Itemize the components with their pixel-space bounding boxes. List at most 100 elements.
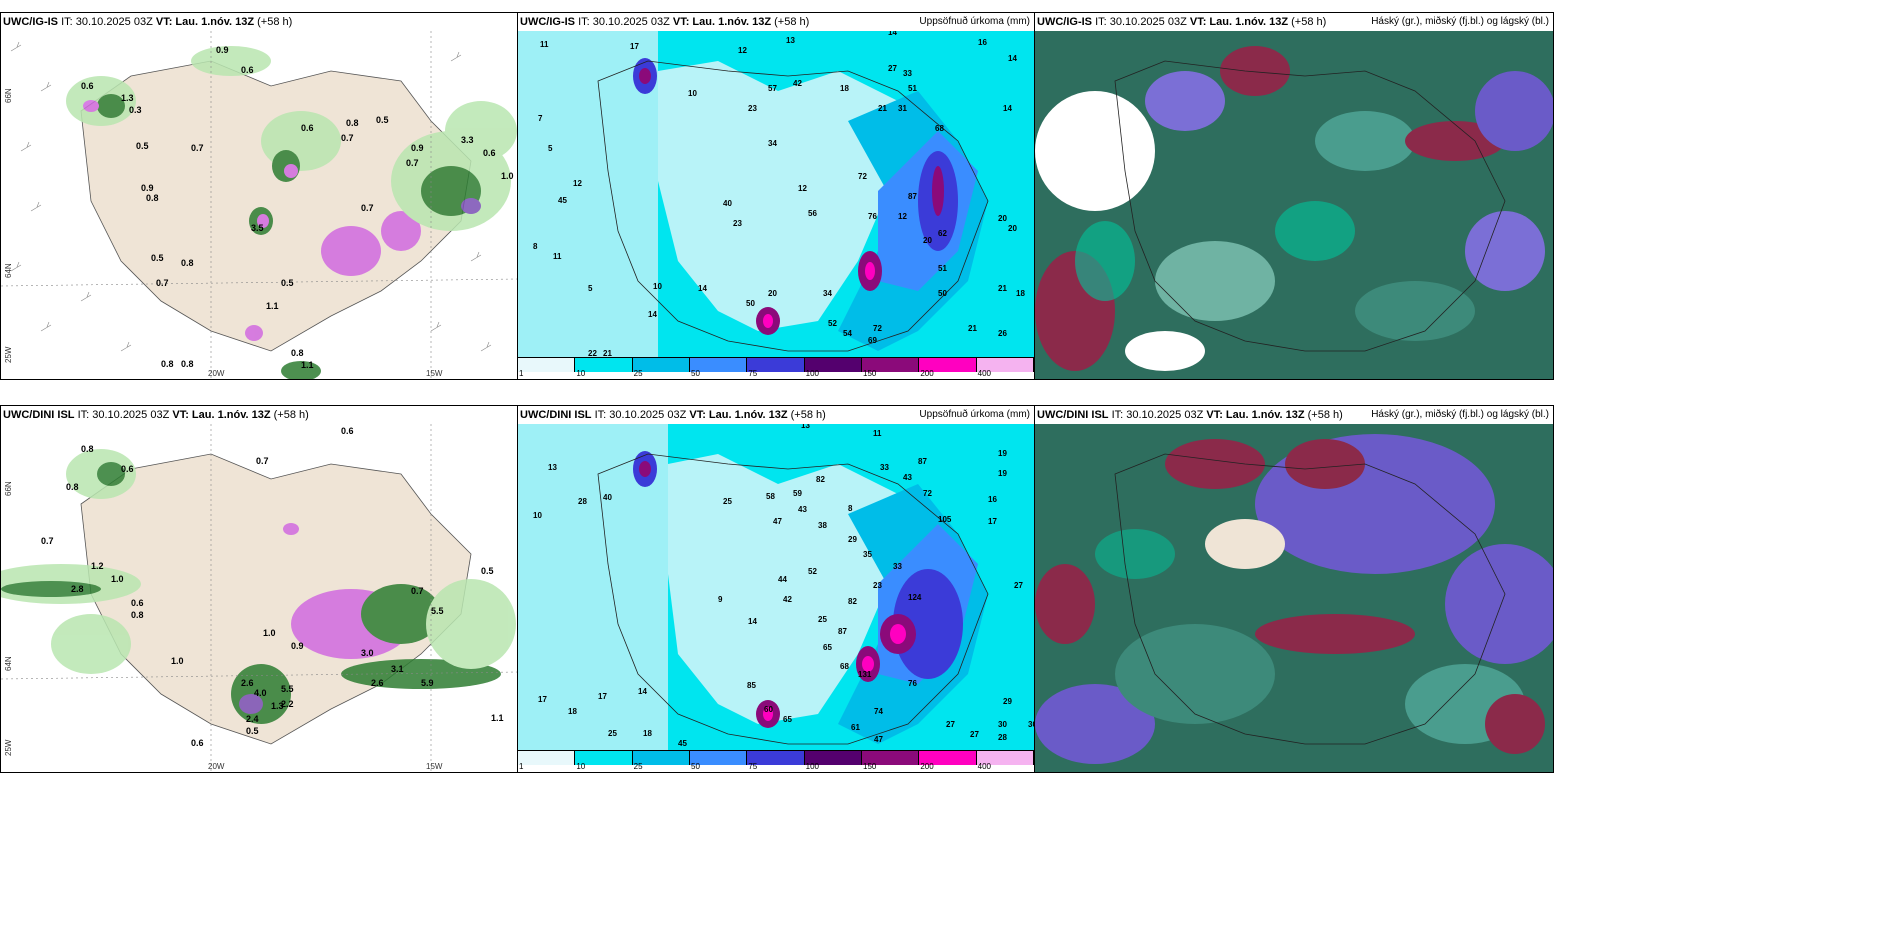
svg-text:29: 29 [1003, 697, 1012, 706]
svg-text:87: 87 [838, 627, 847, 636]
svg-text:34: 34 [768, 139, 777, 148]
svg-text:27: 27 [946, 720, 955, 729]
svg-text:74: 74 [874, 707, 883, 716]
svg-text:47: 47 [874, 735, 883, 744]
svg-text:0.9: 0.9 [291, 641, 304, 651]
svg-text:23: 23 [748, 104, 757, 113]
svg-text:1.3: 1.3 [271, 701, 284, 711]
svg-text:16: 16 [988, 495, 997, 504]
panel-title: UWC/DINI ISL IT: 30.10.2025 03Z VT: Lau.… [3, 409, 309, 421]
svg-text:3.3: 3.3 [461, 135, 474, 145]
svg-text:13: 13 [801, 424, 810, 430]
svg-text:16: 16 [978, 38, 987, 47]
panel-right-label: Uppsöfnuð úrkoma (mm) [919, 409, 1030, 420]
svg-text:18: 18 [568, 707, 577, 716]
panel-title: UWC/DINI ISL IT: 30.10.2025 03Z VT: Lau.… [1037, 409, 1343, 421]
precip-map: 13 13 11 19 19 10 28 40 25 58 59 82 43 47 38 8 33 43… [518, 424, 1034, 750]
svg-text:47: 47 [773, 517, 782, 526]
svg-text:25: 25 [723, 497, 732, 506]
svg-text:35: 35 [863, 550, 872, 559]
svg-text:29: 29 [848, 535, 857, 544]
svg-text:5.5: 5.5 [431, 606, 444, 616]
svg-text:17: 17 [630, 42, 639, 51]
panel-right-label: Háský (gr.), miðský (fj.bl.) og lágský (… [1371, 409, 1549, 420]
svg-text:0.6: 0.6 [483, 148, 496, 158]
svg-text:0.8: 0.8 [66, 482, 79, 492]
svg-text:60: 60 [764, 705, 773, 714]
panel-title: UWC/IG-IS IT: 30.10.2025 03Z VT: Lau. 1.… [3, 16, 293, 28]
svg-text:65: 65 [783, 715, 792, 724]
wind-map: 0.80.60.6 0.70.80.7 1.01.22.8 0.60.81.0 … [1, 424, 517, 772]
panel-clouds-dini: UWC/DINI ISL IT: 30.10.2025 03Z VT: Lau.… [1034, 405, 1554, 773]
svg-text:1.0: 1.0 [111, 574, 124, 584]
svg-text:18: 18 [1016, 289, 1025, 298]
svg-text:21: 21 [968, 324, 977, 333]
svg-text:28: 28 [578, 497, 587, 506]
panel-wind-igis: UWC/IG-IS IT: 30.10.2025 03Z VT: Lau. 1.… [0, 12, 518, 380]
svg-text:21: 21 [878, 104, 887, 113]
svg-text:0.3: 0.3 [129, 105, 142, 115]
svg-text:61: 61 [851, 723, 860, 732]
colorbar-label: 75 [748, 762, 758, 771]
colorbar-cell [575, 358, 633, 372]
svg-text:2.4: 2.4 [246, 714, 259, 724]
svg-text:34: 34 [823, 289, 832, 298]
svg-text:27: 27 [1014, 581, 1023, 590]
svg-text:25: 25 [608, 729, 617, 738]
svg-text:0.8: 0.8 [346, 118, 359, 128]
svg-text:14: 14 [638, 687, 647, 696]
colorbar-label: 10 [576, 369, 586, 378]
colorbar-cell [632, 751, 690, 765]
colorbar-cell [976, 751, 1034, 765]
panel-title: UWC/IG-IS IT: 30.10.2025 03Z VT: Lau. 1.… [520, 16, 810, 28]
svg-text:11: 11 [873, 429, 882, 438]
svg-text:0.8: 0.8 [131, 610, 144, 620]
svg-text:21: 21 [998, 284, 1007, 293]
svg-text:51: 51 [908, 84, 917, 93]
svg-text:72: 72 [873, 324, 882, 333]
svg-text:0.8: 0.8 [161, 359, 174, 369]
colorbar-cell [518, 358, 576, 372]
colorbar-label: 400 [977, 762, 992, 771]
svg-text:42: 42 [783, 595, 792, 604]
svg-text:0.9: 0.9 [216, 45, 229, 55]
colorbar-label: 200 [920, 762, 934, 771]
svg-text:31: 31 [898, 104, 907, 113]
panel-precip-dini: UWC/DINI ISL IT: 30.10.2025 03Z VT: Lau.… [517, 405, 1035, 773]
svg-text:20: 20 [998, 214, 1007, 223]
svg-text:5.5: 5.5 [281, 684, 294, 694]
svg-text:1.0: 1.0 [501, 171, 514, 181]
svg-text:21: 21 [603, 349, 612, 357]
svg-text:3.0: 3.0 [361, 648, 374, 658]
svg-text:10: 10 [653, 282, 662, 291]
svg-text:27: 27 [888, 64, 897, 73]
svg-text:131: 131 [858, 670, 872, 679]
colorbar-cell [804, 358, 862, 372]
svg-text:0.6: 0.6 [81, 81, 94, 91]
colorbar-cell [919, 751, 977, 765]
panel-right-label: Uppsöfnuð úrkoma (mm) [919, 16, 1030, 27]
svg-text:2.6: 2.6 [371, 678, 384, 688]
svg-text:14: 14 [648, 310, 657, 319]
colorbar-cell [689, 751, 748, 765]
svg-text:1.3: 1.3 [121, 93, 134, 103]
colorbar-label: 100 [805, 369, 820, 378]
svg-text:1.0: 1.0 [171, 656, 184, 666]
svg-text:22: 22 [588, 349, 597, 357]
svg-text:0.9: 0.9 [411, 143, 424, 153]
svg-text:87: 87 [918, 457, 927, 466]
svg-text:52: 52 [808, 567, 817, 576]
svg-text:1.2: 1.2 [91, 561, 104, 571]
svg-text:12: 12 [573, 179, 582, 188]
svg-text:0.5: 0.5 [481, 566, 494, 576]
svg-text:57: 57 [768, 84, 777, 93]
colorbar-cell [747, 751, 805, 765]
panel-title: UWC/IG-IS IT: 30.10.2025 03Z VT: Lau. 1.… [1037, 16, 1327, 28]
svg-text:0.7: 0.7 [256, 456, 269, 466]
svg-text:14: 14 [1008, 54, 1017, 63]
svg-text:0.6: 0.6 [121, 464, 134, 474]
svg-text:1.0: 1.0 [263, 628, 276, 638]
svg-text:40: 40 [603, 493, 612, 502]
colorbar-cell [861, 751, 920, 765]
